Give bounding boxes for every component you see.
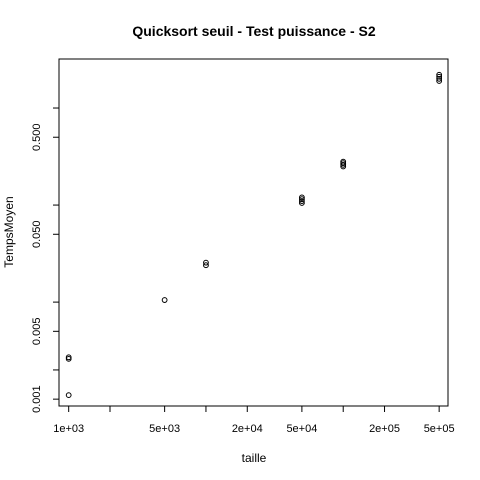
data-point [298, 196, 305, 203]
x-tick-label: 2e+05 [369, 423, 400, 435]
y-axis-label: TempsMoyen [2, 196, 16, 267]
y-tick-label: 0.005 [31, 318, 43, 346]
x-axis-label: taille [242, 451, 267, 465]
data-point [298, 200, 305, 206]
data-point [436, 78, 443, 84]
y-tick-label: 0.001 [31, 385, 43, 413]
y-tick-label: 0.050 [31, 221, 43, 249]
x-tick-label: 1e+03 [53, 423, 84, 435]
data-point [298, 194, 305, 201]
data-point [65, 392, 72, 399]
chart-title: Quicksort seuil - Test puissance - S2 [132, 23, 375, 39]
data-point [298, 198, 305, 204]
data-point [436, 75, 443, 82]
x-tick-label: 2e+04 [232, 423, 263, 435]
data-point [203, 259, 209, 266]
x-tick-label: 5e+05 [424, 423, 455, 435]
data-point [65, 354, 72, 361]
x-tick-label: 5e+04 [286, 423, 317, 435]
data-point [436, 73, 443, 80]
y-axis: 0.001 0.005 0.050 0.500 [31, 107, 60, 413]
data-point [203, 262, 209, 269]
data-point [436, 71, 443, 78]
plot-frame [58, 58, 449, 407]
data-point [340, 158, 347, 165]
x-axis: 1e+03 5e+03 2e+04 5e+04 2e+05 5e+05 [53, 405, 455, 435]
y-tick-label: 0.500 [31, 123, 43, 151]
x-tick-label: 5e+03 [149, 423, 180, 435]
data-points [65, 71, 443, 399]
data-point [161, 297, 168, 303]
